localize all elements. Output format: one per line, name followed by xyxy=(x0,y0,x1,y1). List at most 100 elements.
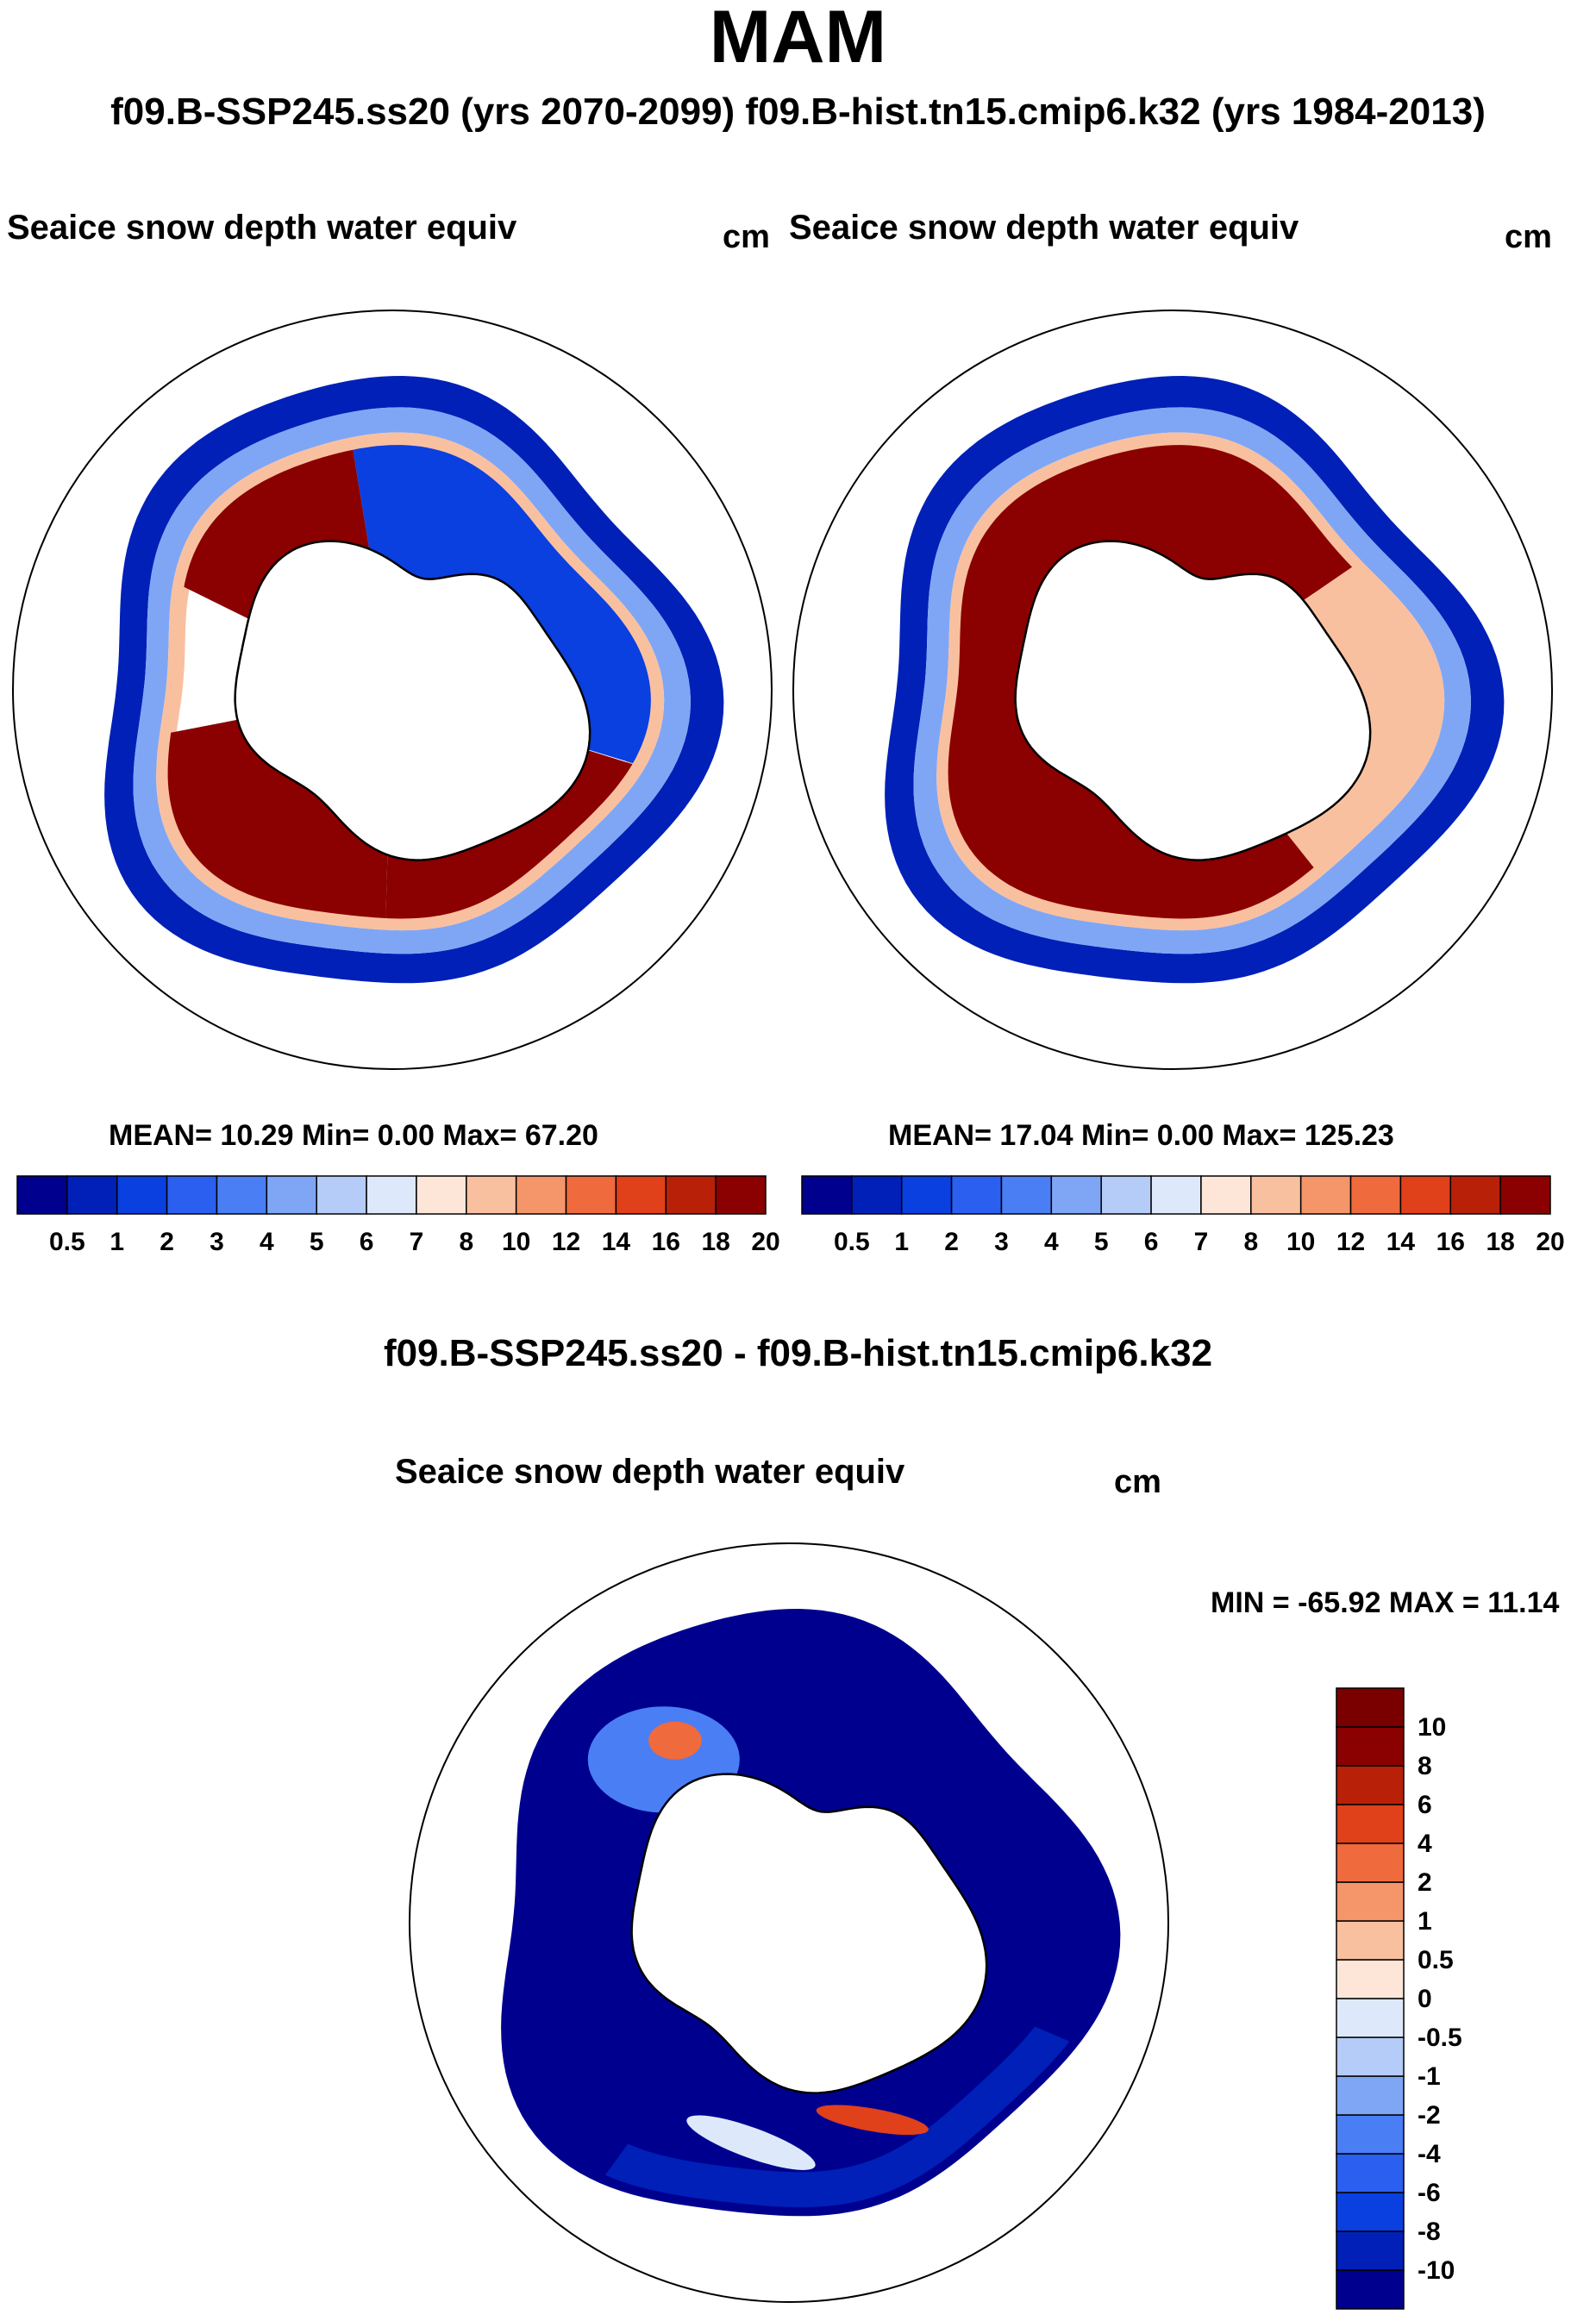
diff-cbar-swatch xyxy=(1336,2230,1405,2271)
ross-positive xyxy=(816,2105,929,2136)
right-cbar-tick-label: 12 xyxy=(1336,1228,1365,1256)
left-cbar-tick-label: 0.5 xyxy=(49,1228,85,1256)
diff-cbar-tick-label: 0.5 xyxy=(1418,1946,1454,1974)
diff-panel-units: cm xyxy=(1114,1464,1161,1500)
right-colorbar: 0.5 1 2 3 4 5 6 7 8 10 12 14 16 18 20 xyxy=(801,1175,1565,1256)
left-colorbar: 0.5 1 2 3 4 5 6 7 8 10 12 14 16 18 20 xyxy=(16,1175,780,1256)
diff-cbar-tick-label: 0 xyxy=(1418,1985,1432,2013)
diff-cbar-swatch xyxy=(1336,1804,1405,1844)
right-cbar-swatch xyxy=(1000,1175,1053,1215)
diff-cbar-tick-label: 2 xyxy=(1418,1868,1432,1897)
left-cbar-swatch xyxy=(615,1175,667,1215)
diff-cbar-swatch xyxy=(1336,2075,1405,2116)
left-cbar-tick-label: 3 xyxy=(210,1228,224,1256)
diff-cbar-swatch xyxy=(1336,2153,1405,2193)
diff-cbar-tick-label: -10 xyxy=(1418,2256,1455,2285)
ice-mid-band xyxy=(913,407,1471,954)
ice-mid-band xyxy=(133,407,691,954)
right-cbar-swatch xyxy=(1100,1175,1152,1215)
east-coast-moderate xyxy=(1286,564,1438,873)
figure-title: MAM xyxy=(709,0,887,78)
left-cbar-tick-label: 5 xyxy=(310,1228,324,1256)
right-panel-units: cm xyxy=(1505,219,1552,255)
left-panel-units: cm xyxy=(723,219,770,255)
diff-cbar-swatch xyxy=(1336,2036,1405,2077)
right-cbar-swatch xyxy=(900,1175,953,1215)
right-cbar-tick-label: 5 xyxy=(1094,1228,1109,1256)
right-cbar-tick-label: 8 xyxy=(1243,1228,1258,1256)
left-cbar-swatch xyxy=(665,1175,717,1215)
ross-thick xyxy=(385,750,633,919)
east-antarctic-thin xyxy=(353,445,651,764)
right-cbar-tick-label: 4 xyxy=(1044,1228,1059,1256)
right-cbar-tick-label: 18 xyxy=(1486,1228,1514,1256)
diff-cbar-tick-label: 4 xyxy=(1418,1830,1432,1858)
right-cbar-swatch xyxy=(801,1175,853,1215)
right-cbar-swatch xyxy=(1250,1175,1302,1215)
right-cbar-swatch xyxy=(1499,1175,1551,1215)
right-cbar-tick-label: 20 xyxy=(1536,1228,1564,1256)
left-panel-stats: MEAN= 10.29 Min= 0.00 Max= 67.20 xyxy=(109,1119,598,1152)
ice-edge-band xyxy=(104,376,724,984)
diff-cbar-swatch xyxy=(1336,1959,1405,1999)
left-panel-title: Seaice snow depth water equiv xyxy=(7,209,517,247)
right-cbar-tick-label: 1 xyxy=(894,1228,909,1256)
diff-cbar-swatch xyxy=(1336,2269,1405,2310)
right-cbar-tick-label: 10 xyxy=(1286,1228,1315,1256)
left-cbar-swatch xyxy=(266,1175,317,1215)
diff-cbar-tick-label: -2 xyxy=(1418,2101,1441,2130)
diff-panel-title: Seaice snow depth water equiv xyxy=(395,1453,905,1491)
ross-near-zero xyxy=(686,2115,816,2170)
left-map xyxy=(12,310,773,1070)
weddell-positive xyxy=(648,1721,702,1760)
antarctica-coastline xyxy=(1014,540,1372,861)
diff-cbar-swatch xyxy=(1336,1998,1405,2038)
left-cbar-swatch xyxy=(416,1175,467,1215)
left-cbar-swatch xyxy=(316,1175,367,1215)
weddell-thick xyxy=(184,449,370,619)
right-map xyxy=(792,310,1553,1070)
diff-cbar-tick-label: 10 xyxy=(1418,1713,1446,1742)
amundsen-thick xyxy=(167,719,388,918)
left-cbar-swatch xyxy=(366,1175,417,1215)
diff-cbar-swatch xyxy=(1336,1842,1405,1883)
diff-cbar-swatch xyxy=(1336,2114,1405,2155)
thick-snow-pack xyxy=(948,445,1431,919)
right-cbar-swatch xyxy=(1299,1175,1352,1215)
diff-cbar-swatch xyxy=(1336,1920,1405,1961)
right-cbar-tick-label: 14 xyxy=(1386,1228,1416,1256)
diff-cbar-swatch xyxy=(1336,1726,1405,1767)
left-cbar-swatch xyxy=(166,1175,218,1215)
diff-cbar-swatch xyxy=(1336,1765,1405,1805)
right-cbar-swatch xyxy=(1050,1175,1102,1215)
right-cbar-tick-label: 3 xyxy=(994,1228,1009,1256)
left-cbar-tick-label: 10 xyxy=(502,1228,530,1256)
right-panel-title: Seaice snow depth water equiv xyxy=(789,209,1299,247)
diff-cbar-swatch xyxy=(1336,1881,1405,1922)
diff-title: f09.B-SSP245.ss20 - f09.B-hist.tn15.cmip… xyxy=(383,1332,1213,1374)
diff-map xyxy=(409,1542,1169,2303)
left-cbar-tick-label: 2 xyxy=(160,1228,174,1256)
right-cbar-swatch xyxy=(1200,1175,1252,1215)
left-cbar-swatch xyxy=(715,1175,767,1215)
left-cbar-tick-label: 8 xyxy=(459,1228,473,1256)
right-cbar-tick-label: 16 xyxy=(1436,1228,1465,1256)
left-cbar-tick-label: 14 xyxy=(602,1228,631,1256)
diff-cbar-tick-label: 8 xyxy=(1418,1752,1432,1780)
left-cbar-tick-label: 6 xyxy=(360,1228,374,1256)
antarctica-coastline xyxy=(234,540,591,861)
diff-cbar-tick-label: -4 xyxy=(1418,2140,1441,2168)
diff-cbar-tick-label: -6 xyxy=(1418,2179,1441,2207)
right-cbar-swatch xyxy=(1399,1175,1452,1215)
left-cbar-tick-label: 7 xyxy=(410,1228,424,1256)
ice-edge-band xyxy=(885,376,1505,984)
left-cbar-tick-label: 18 xyxy=(701,1228,729,1256)
diff-cbar-swatch xyxy=(1336,2192,1405,2232)
diff-cbar-swatch xyxy=(1336,1687,1405,1728)
right-cbar-tick-label: 0.5 xyxy=(834,1228,870,1256)
right-cbar-swatch xyxy=(851,1175,903,1215)
right-cbar-swatch xyxy=(1449,1175,1501,1215)
ice-inner-band xyxy=(156,432,665,931)
diff-colorbar: -10 -8 -6 -4 -2 -1 -0.5 0 0.5 1 2 4 6 8 10 xyxy=(1336,1687,1462,2310)
